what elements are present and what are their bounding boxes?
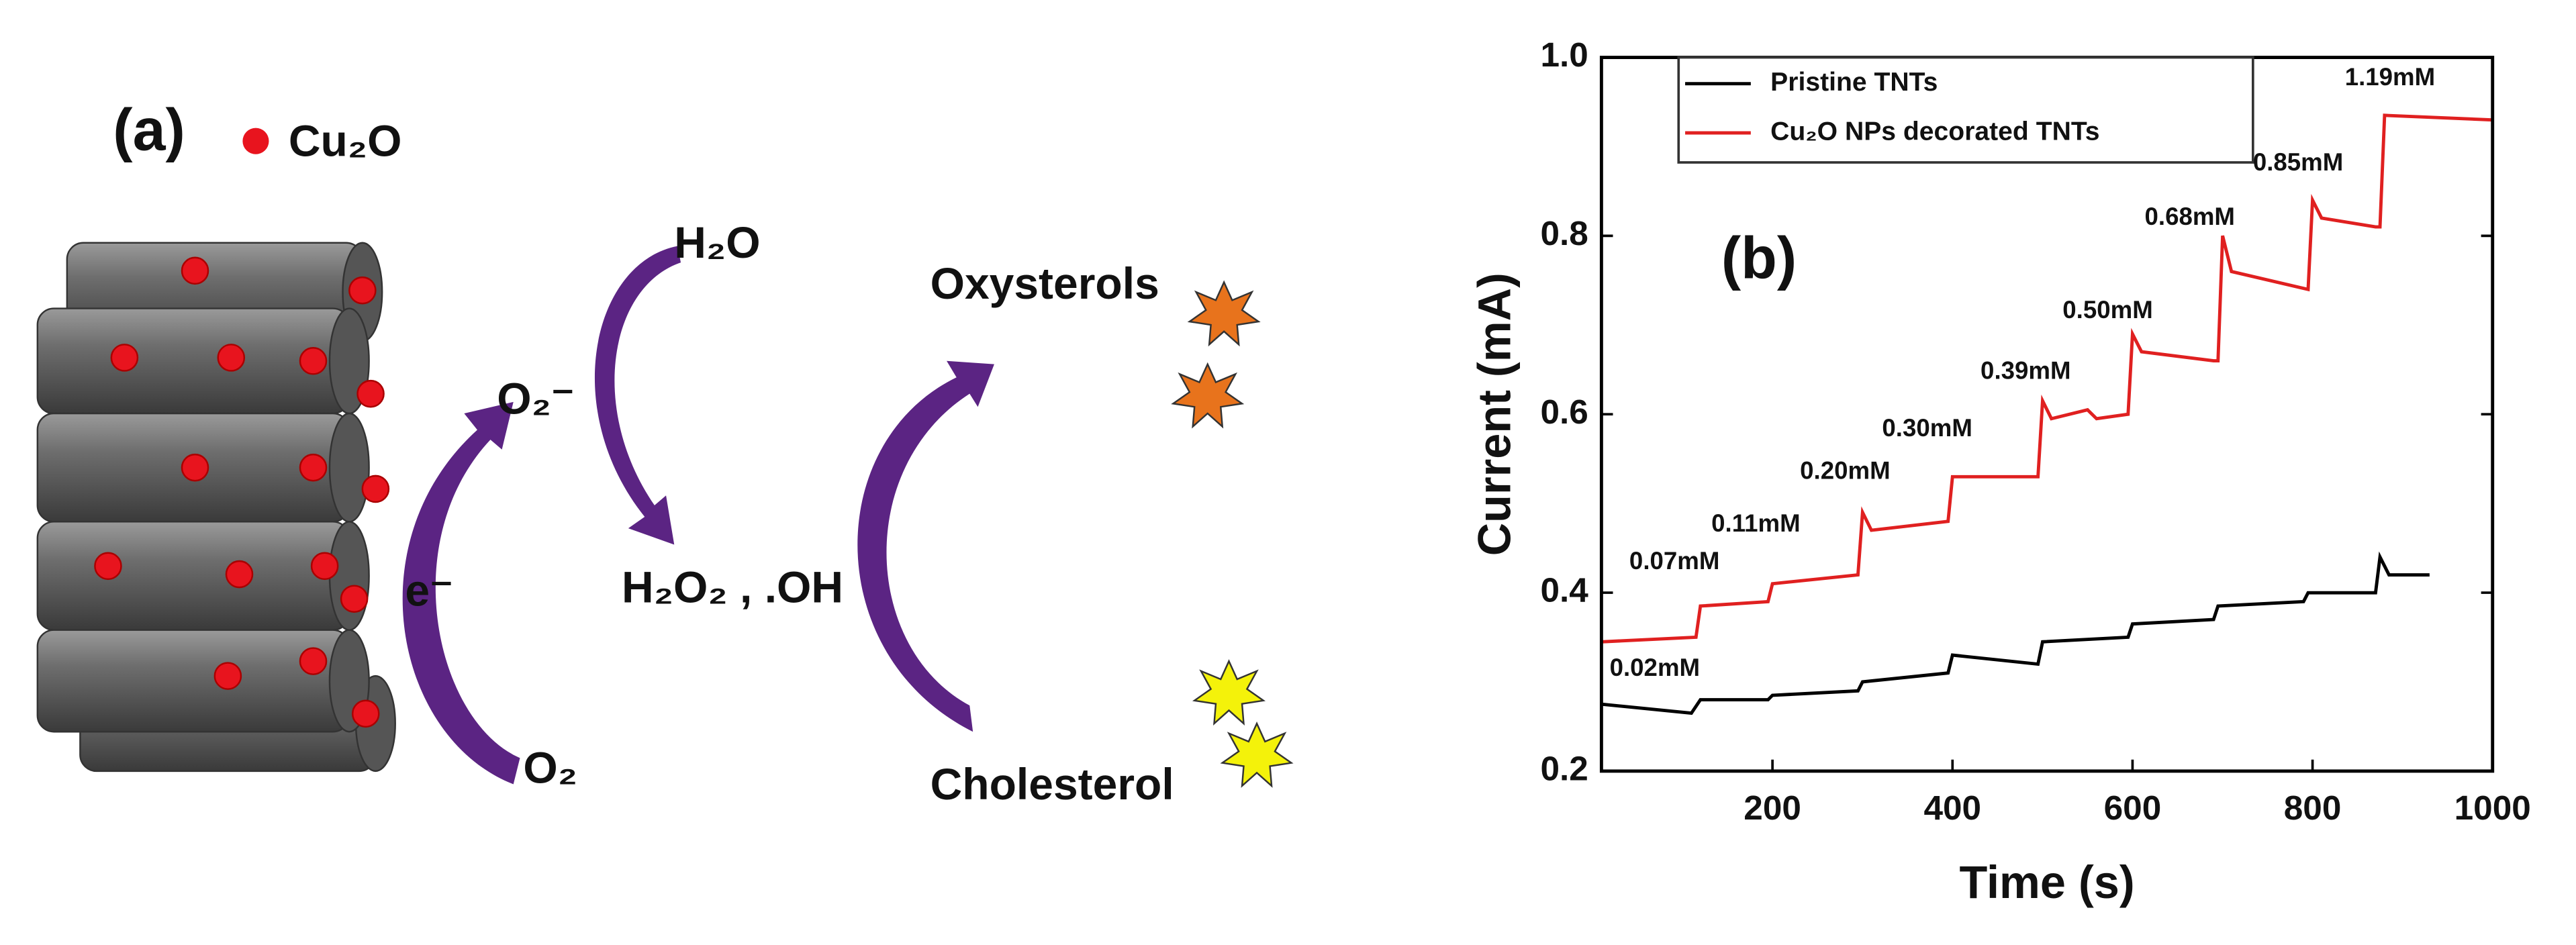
legend-label: Cu₂O (289, 116, 402, 166)
y-axis-label: Current (mA) (1468, 272, 1520, 556)
plot-frame (1599, 56, 2495, 773)
x-tick-label: 600 (2104, 789, 2162, 827)
annotation: 0.50mM (2062, 296, 2152, 324)
x-axis-label: Time (s) (1959, 856, 2134, 908)
legend-dot (242, 128, 269, 154)
panel-label: (b) (1721, 224, 1797, 291)
legend-label: Cu₂O NPs decorated TNTs (1770, 117, 2099, 146)
electron-label: e⁻ (405, 565, 453, 615)
annotation: 0.85mM (2253, 148, 2343, 176)
panel-label: (a) (113, 97, 185, 163)
molecule-icons (1171, 280, 1294, 788)
annotation: 1.19mM (2345, 63, 2435, 91)
annotation: 0.39mM (1981, 357, 2070, 385)
molecule-label: H₂O₂ , .OH (622, 562, 843, 611)
x-tick-label: 800 (2284, 789, 2342, 827)
nanotubes (36, 128, 396, 773)
series-line (1601, 113, 2493, 644)
chart-panel: 0.2 0.4 0.6 0.8 1.0 200 400 600 800 1000 Pristine … (1468, 36, 2530, 908)
x-tick-label: 400 (1923, 789, 1981, 827)
x-tick-label: 200 (1744, 789, 1801, 827)
y-tick-label: 1.0 (1540, 36, 1588, 74)
annotation: 0.30mM (1882, 414, 1972, 442)
annotation: 0.02mM (1610, 654, 1700, 681)
y-tick-label: 0.4 (1540, 571, 1588, 609)
annotation: 0.20mM (1800, 457, 1890, 485)
y-tick-label: 0.8 (1540, 214, 1588, 252)
y-tick-label: 0.2 (1540, 749, 1588, 787)
series-line (1601, 551, 2430, 715)
arrows (402, 246, 994, 785)
annotation: 0.11mM (1711, 509, 1800, 537)
molecule-label: Oxysterols (931, 258, 1159, 308)
annotation: 0.07mM (1629, 547, 1719, 575)
molecule-label: O₂⁻ (497, 373, 575, 423)
annotation: 0.68mM (2145, 203, 2235, 230)
x-tick-label: 1000 (2454, 789, 2531, 827)
molecule-label: Cholesterol (931, 759, 1174, 809)
diagram-panel: (a) Cu₂O H₂O O₂⁻ H₂O₂ , .OH e⁻ O₂ Oxyste… (36, 97, 1294, 809)
molecule-label: O₂ (523, 742, 577, 792)
legend-label: Pristine TNTs (1770, 68, 1938, 97)
y-tick-label: 0.6 (1540, 393, 1588, 431)
legend-box (1677, 56, 2254, 164)
molecule-label: H₂O (674, 217, 760, 267)
